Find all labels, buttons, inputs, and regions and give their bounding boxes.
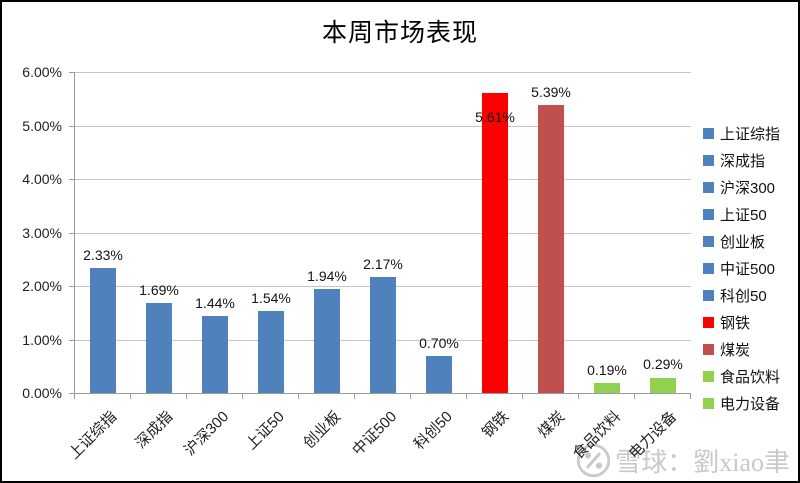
- bar-value-label: 5.39%: [531, 83, 571, 100]
- x-category-label: 深成指: [132, 408, 177, 452]
- x-category-label: 沪深300: [181, 408, 233, 460]
- bar-value-label: 1.69%: [139, 281, 179, 298]
- x-tick: [634, 394, 635, 399]
- legend-swatch: [703, 344, 714, 355]
- bar-value-label: 1.44%: [195, 294, 235, 311]
- legend-swatch: [703, 155, 714, 166]
- legend-swatch: [703, 209, 714, 220]
- bar-1: [146, 302, 172, 393]
- x-category-label: 煤炭: [534, 408, 569, 442]
- x-category-label: 上证50: [243, 408, 289, 454]
- legend-swatch: [703, 371, 714, 382]
- x-category-label: 科创50: [411, 408, 457, 454]
- x-tick: [410, 394, 411, 399]
- legend-item: 深成指: [703, 147, 780, 174]
- x-category-label: 创业板: [300, 408, 345, 452]
- legend-label: 上证综指: [720, 126, 781, 143]
- bar-4: [314, 289, 340, 393]
- x-tick: [130, 394, 131, 399]
- legend-label: 沪深300: [720, 180, 776, 197]
- x-category-label: 上证综指: [65, 408, 121, 463]
- y-tick-label: 5.00%: [22, 117, 62, 134]
- legend-label: 上证50: [720, 207, 767, 224]
- legend-item: 食品饮料: [703, 363, 780, 390]
- gridline: [75, 232, 691, 234]
- legend-item: 煤炭: [703, 336, 780, 363]
- legend-swatch: [703, 236, 714, 247]
- bar-value-label: 5.61%: [475, 108, 515, 125]
- bar-9: [594, 382, 620, 393]
- bar-value-label: 0.70%: [419, 334, 459, 351]
- x-tick: [690, 394, 691, 399]
- bar-value-label: 0.19%: [587, 361, 627, 378]
- legend-item: 上证综指: [703, 120, 780, 147]
- legend-item: 电力设备: [703, 390, 780, 417]
- bar-value-label: 2.17%: [363, 255, 403, 272]
- y-tick-label: 3.00%: [22, 224, 62, 241]
- legend-swatch: [703, 182, 714, 193]
- x-tick: [522, 394, 523, 399]
- legend-label: 煤炭: [720, 342, 751, 359]
- bar-10: [650, 377, 676, 393]
- gridline: [75, 179, 691, 180]
- x-tick: [466, 394, 467, 399]
- x-tick: [74, 394, 75, 399]
- watermark-text: 雪球：劉xiao聿: [615, 448, 790, 477]
- bar-8: [538, 104, 564, 393]
- legend-swatch: [703, 128, 714, 139]
- legend-label: 电力设备: [720, 396, 781, 413]
- x-tick: [298, 394, 299, 399]
- legend: 上证综指深成指沪深300 上证50 创业板中证500 科创50 钢铁煤炭食品饮料电力设备: [703, 120, 780, 417]
- legend-item: 创业板: [703, 228, 780, 255]
- bar-value-label: 1.94%: [307, 268, 347, 285]
- legend-item: 科创50: [703, 282, 780, 309]
- y-tick-label: 1.00%: [22, 331, 62, 348]
- x-tick: [578, 394, 579, 399]
- legend-item: 钢铁: [703, 309, 780, 336]
- gridline: [75, 72, 691, 73]
- x-tick: [354, 394, 355, 399]
- y-tick-label: 4.00%: [22, 171, 62, 187]
- bar-5: [370, 276, 396, 393]
- y-tick-label: 2.00%: [22, 278, 62, 294]
- legend-swatch: [703, 317, 714, 328]
- x-category-label: 钢铁: [478, 408, 513, 442]
- xueqiu-logo-icon: [577, 443, 611, 478]
- chart-title: 本周市场表现: [321, 20, 478, 47]
- bar-3: [258, 310, 284, 393]
- x-category-label: 中证500: [349, 408, 401, 460]
- bar-value-label: 1.54%: [251, 289, 291, 306]
- x-tick: [186, 394, 187, 399]
- legend-label: 科创50: [720, 288, 767, 305]
- legend-swatch: [703, 398, 714, 409]
- plot-area: 2.33% 1.69% 1.44% 1.54% 1.94% 2.17% 0.70% 5.61%…: [74, 72, 691, 394]
- legend-swatch: [703, 290, 714, 301]
- legend-item: 中证500: [703, 255, 780, 282]
- legend-swatch: [703, 263, 714, 274]
- legend-label: 食品饮料: [720, 369, 781, 386]
- legend-item: 上证50: [703, 201, 780, 228]
- gridline: [75, 125, 691, 127]
- bar-2: [202, 315, 228, 393]
- legend-label: 创业板: [720, 234, 766, 251]
- bar-7: [482, 92, 508, 393]
- bar-0: [90, 268, 116, 393]
- legend-label: 中证500: [720, 261, 776, 278]
- legend-label: 钢铁: [720, 315, 751, 332]
- x-tick: [242, 394, 243, 399]
- bar-6: [426, 355, 452, 393]
- bar-value-label: 2.33%: [83, 247, 123, 264]
- bar-value-label: 0.29%: [643, 356, 683, 373]
- y-tick-label: 0.00%: [22, 385, 62, 401]
- watermark: 雪球：劉xiao聿: [575, 442, 790, 479]
- y-tick-label: 6.00%: [22, 64, 62, 80]
- legend-item: 沪深300: [703, 174, 780, 201]
- legend-label: 深成指: [720, 153, 766, 170]
